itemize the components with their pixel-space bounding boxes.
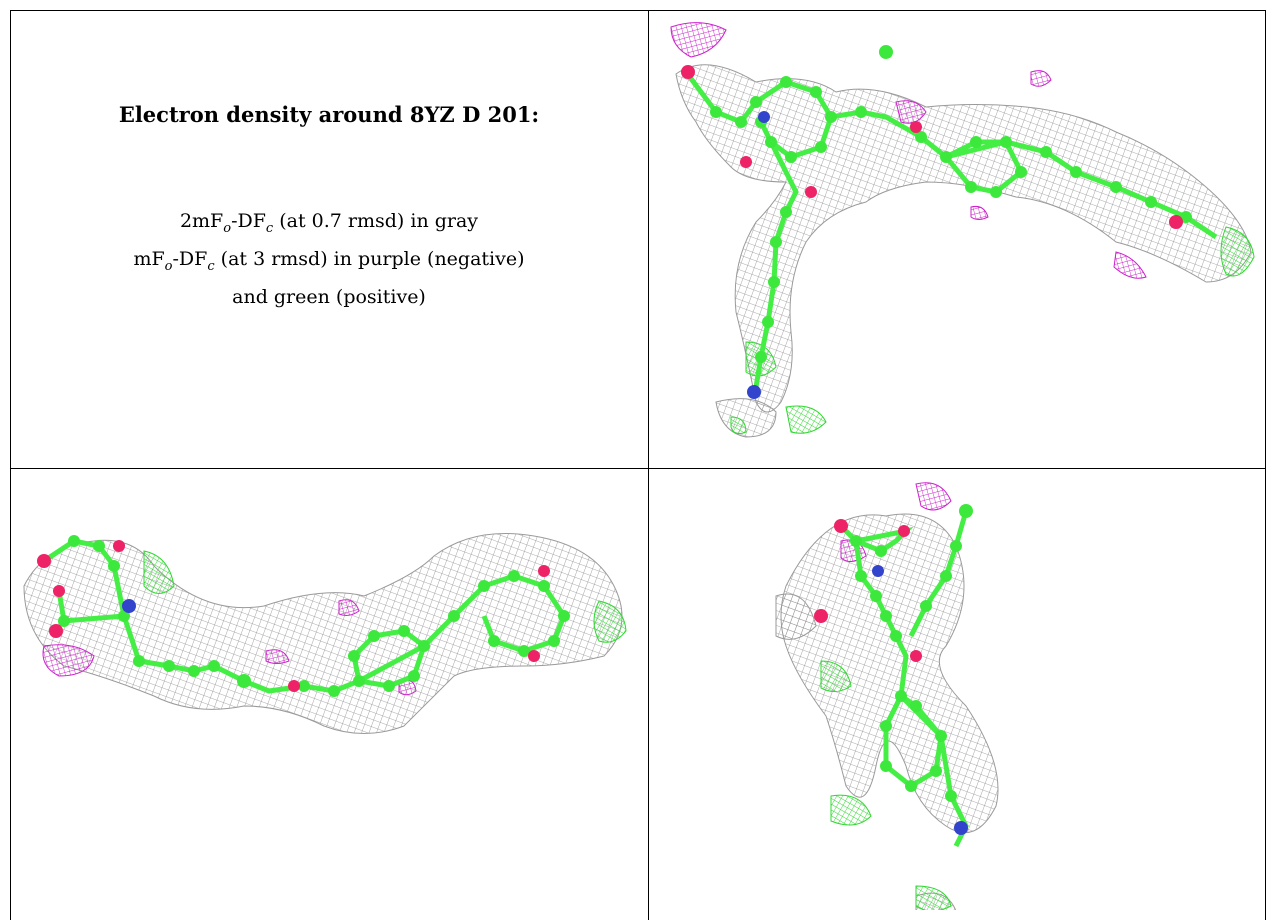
oxygen-atoms: [37, 540, 550, 692]
legend-subscript: o: [164, 258, 173, 274]
legend-line-difference: mFo-DFc (at 3 rmsd) in purple (negative): [10, 244, 648, 282]
legend-text: -DF: [172, 247, 208, 270]
purple-density-mesh: [1030, 70, 1052, 87]
green-density-mesh: [785, 405, 827, 434]
purple-density-mesh: [915, 482, 952, 511]
legend-subscript: o: [223, 220, 232, 236]
ligand-bonds: [830, 109, 1218, 240]
density-legend: 2mFo-DFc (at 0.7 rmsd) in gray mFo-DFc (…: [10, 206, 648, 313]
nitrogen-atoms: [747, 111, 770, 399]
legend-text: mF: [133, 247, 165, 270]
legend-subscript: c: [207, 258, 215, 274]
table-divider-vertical: [648, 10, 649, 920]
molecule-density-view-3: [775, 482, 999, 910]
table-border-right: [1265, 10, 1266, 920]
carbon-atoms: [850, 504, 973, 802]
oxygen-atoms: [814, 519, 922, 662]
purple-density-mesh: [42, 644, 95, 677]
legend-text: (at 3 rmsd) in purple (negative): [214, 247, 525, 270]
oxygen-atoms: [681, 65, 1183, 229]
green-density-mesh: [730, 416, 747, 435]
purple-density-mesh: [265, 649, 290, 664]
legend-line-green: and green (positive): [232, 285, 426, 308]
view-bottom-right: [646, 466, 1262, 910]
figure-table: Electron density around 8YZ D 201: 2mFo-…: [10, 10, 1266, 920]
purple-density-mesh: [1113, 251, 1147, 279]
purple-density-mesh: [670, 22, 727, 58]
carbon-atoms: [58, 535, 570, 697]
green-density-mesh: [1220, 226, 1255, 277]
green-density-mesh: [915, 885, 952, 910]
purple-density-mesh: [970, 206, 989, 220]
molecule-density-view-2: [23, 533, 627, 734]
table-divider-horizontal: [10, 468, 1266, 469]
purple-density-mesh: [895, 100, 927, 124]
view-bottom-left: [4, 466, 636, 910]
purple-density-mesh: [338, 599, 360, 616]
green-density-mesh: [143, 550, 175, 594]
gray-density-mesh: [775, 593, 817, 640]
nitrogen-atoms: [122, 599, 136, 613]
legend-text: (at 0.7 rmsd) in gray: [273, 210, 479, 232]
nitrogen-atoms: [872, 565, 968, 835]
legend-text: 2mF: [179, 210, 224, 232]
gray-density-mesh: [780, 513, 999, 834]
green-density-mesh: [593, 600, 627, 643]
legend-text: -DF: [231, 210, 266, 232]
view-top-right: [646, 12, 1262, 458]
legend-subscript: c: [265, 220, 274, 236]
caption-cell: Electron density around 8YZ D 201: 2mFo-…: [10, 10, 648, 468]
green-density-mesh: [830, 794, 872, 826]
green-density-mesh: [820, 660, 852, 692]
molecule-density-view-1: [670, 22, 1255, 438]
table-border-left: [10, 10, 11, 920]
legend-line-gray: 2mFo-DFc (at 0.7 rmsd) in gray: [10, 206, 648, 244]
figure-title: Electron density around 8YZ D 201:: [118, 102, 540, 127]
table-border-top: [10, 10, 1266, 11]
